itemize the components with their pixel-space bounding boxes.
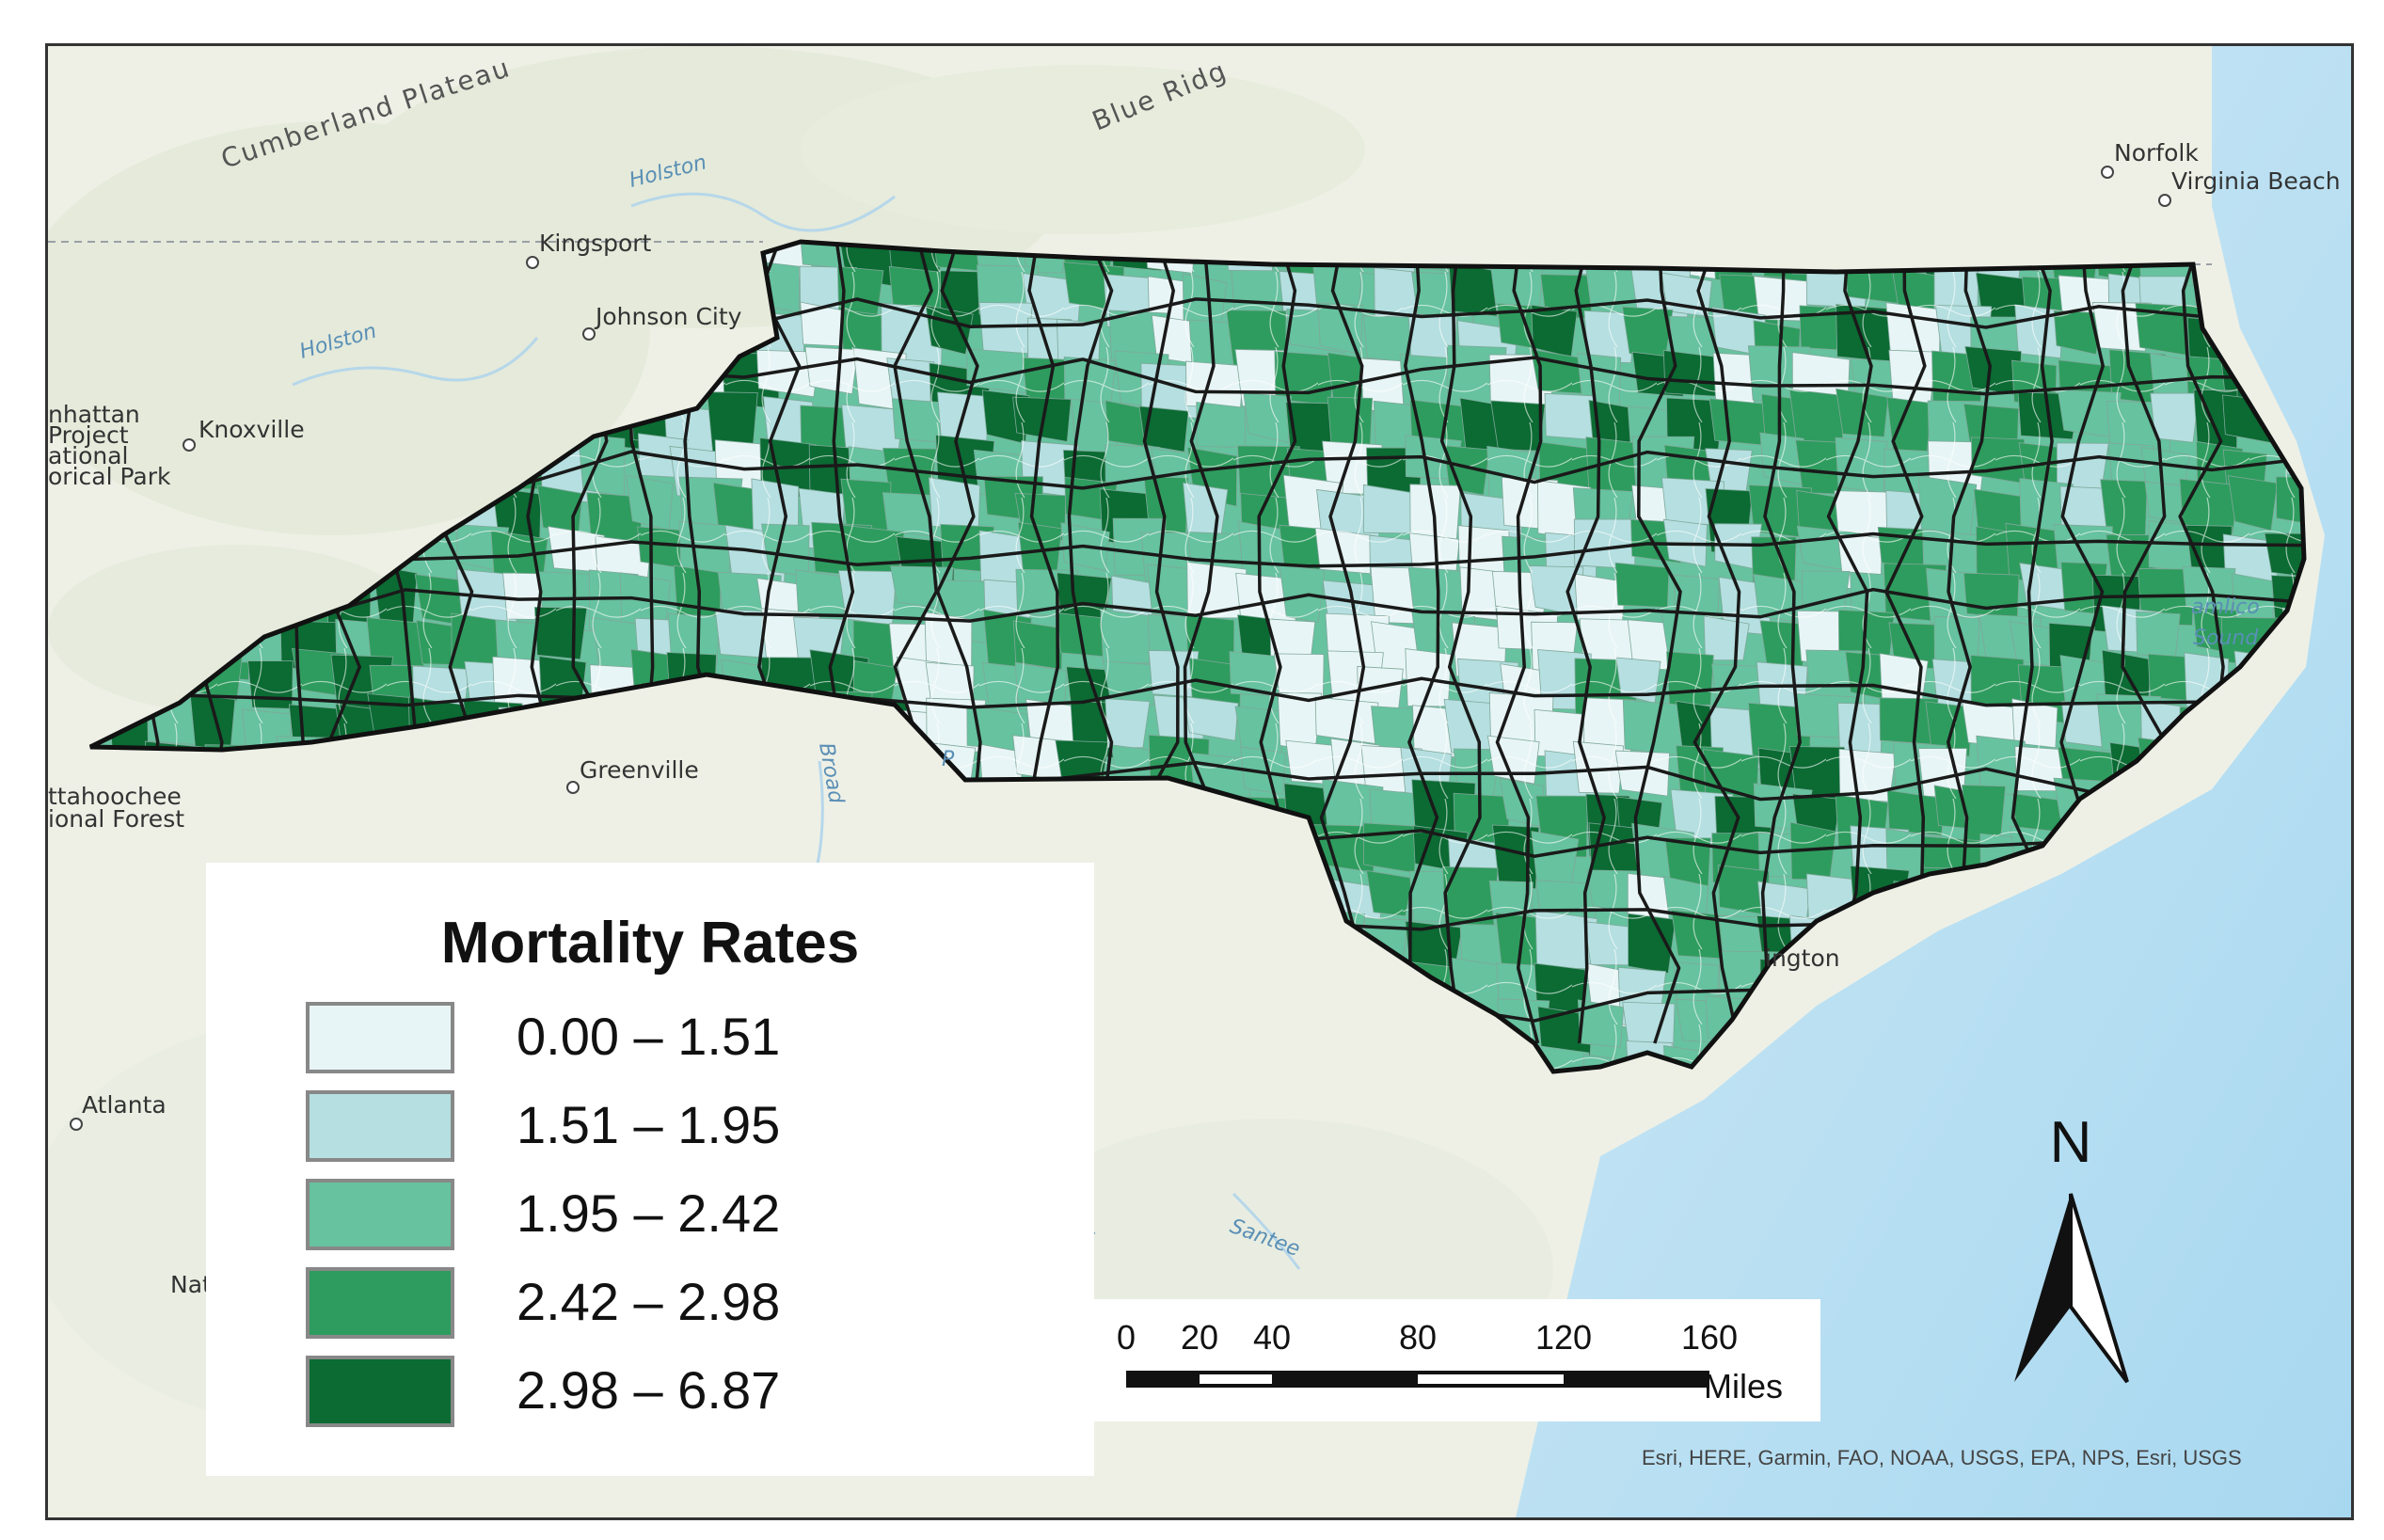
place-atlanta: Atlanta [82,1091,167,1119]
legend-swatch-1 [306,1002,454,1073]
water-pee: P [942,748,955,771]
county-line [1495,242,1543,1044]
kingsport-dot [526,256,539,269]
johnson-city-dot [582,327,596,341]
water-pamlico-2: Sound [2193,627,2259,650]
county-line [1633,242,1682,1044]
scale-bar: 0 20 40 80 120 160 Miles [1092,1299,1820,1421]
virginia-beach-dot [2158,194,2171,207]
legend-label-3: 1.95 – 2.42 [517,1183,781,1243]
scale-tick-120: 120 [1534,1318,1593,1357]
state-borders [48,241,2212,265]
county-line [90,532,2304,568]
legend-label-5: 2.98 – 6.87 [517,1360,781,1420]
place-kingsport: Kingsport [539,230,652,257]
legend-swatch-4 [306,1267,454,1339]
county-line [90,587,2304,627]
map-frame: Kingsport Johnson City Knoxville Greenvi… [45,43,2354,1520]
place-manhattan-2: Project [48,421,129,449]
legend: Mortality Rates 0.00 – 1.51 1.51 – 1.95 … [206,863,1094,1476]
legend-label-4: 2.42 – 2.98 [517,1272,781,1331]
scale-tick-40: 40 [1252,1318,1292,1357]
legend-swatch-5 [306,1356,454,1427]
place-virginia-beach: Virginia Beach [2171,167,2341,195]
place-nat: Nat [170,1271,212,1298]
county-line [90,676,2304,713]
place-greenville: Greenville [580,756,699,784]
atlanta-dot [70,1118,83,1131]
place-wilmington: ington [1765,945,1840,972]
place-johnson-city: Johnson City [594,303,742,330]
county-line [1439,242,1482,1044]
legend-title: Mortality Rates [440,911,860,976]
place-manhattan-1: nhattan [48,401,140,428]
place-labels: Kingsport Johnson City Knoxville Greenvi… [48,139,2341,1298]
north-letter: N [2049,1110,2092,1175]
place-knoxville: Knoxville [199,416,305,443]
scale-units: Miles [1704,1367,1784,1405]
place-manhattan-4: orical Park [48,463,171,490]
place-norfolk: Norfolk [2114,139,2199,167]
atlantic-ocean [1516,46,2351,1517]
north-arrow-icon [2014,1193,2129,1384]
norfolk-dot [2101,166,2114,179]
water-pamlico-1: amlico [2191,595,2260,619]
scale-tick-20: 20 [1180,1318,1219,1357]
place-manhattan-3: ational [48,442,128,469]
place-chattahoochee-2: ional Forest [48,805,184,833]
knoxville-dot [183,438,196,452]
north-arrow: N [2005,1109,2137,1410]
scale-tick-160: 160 [1680,1318,1739,1357]
county-line [1565,242,1606,1044]
county-line [1319,242,1367,1044]
county-line [1403,242,1440,1044]
legend-label-2: 1.51 – 1.95 [517,1095,781,1154]
scale-tick-80: 80 [1398,1318,1438,1357]
legend-swatch-2 [306,1090,454,1162]
legend-swatch-3 [306,1179,454,1250]
county-line [1693,242,1741,1044]
place-chattahoochee-1: ttahoochee [48,783,182,810]
scale-bar-graphic [1126,1371,1709,1388]
scale-tick-0: 0 [1116,1318,1136,1357]
county-line [1760,242,1802,1044]
legend-label-1: 0.00 – 1.51 [517,1007,781,1066]
map-credits: Esri, HERE, Garmin, FAO, NOAA, USGS, EPA… [1642,1446,2242,1469]
greenville-dot [566,781,580,794]
